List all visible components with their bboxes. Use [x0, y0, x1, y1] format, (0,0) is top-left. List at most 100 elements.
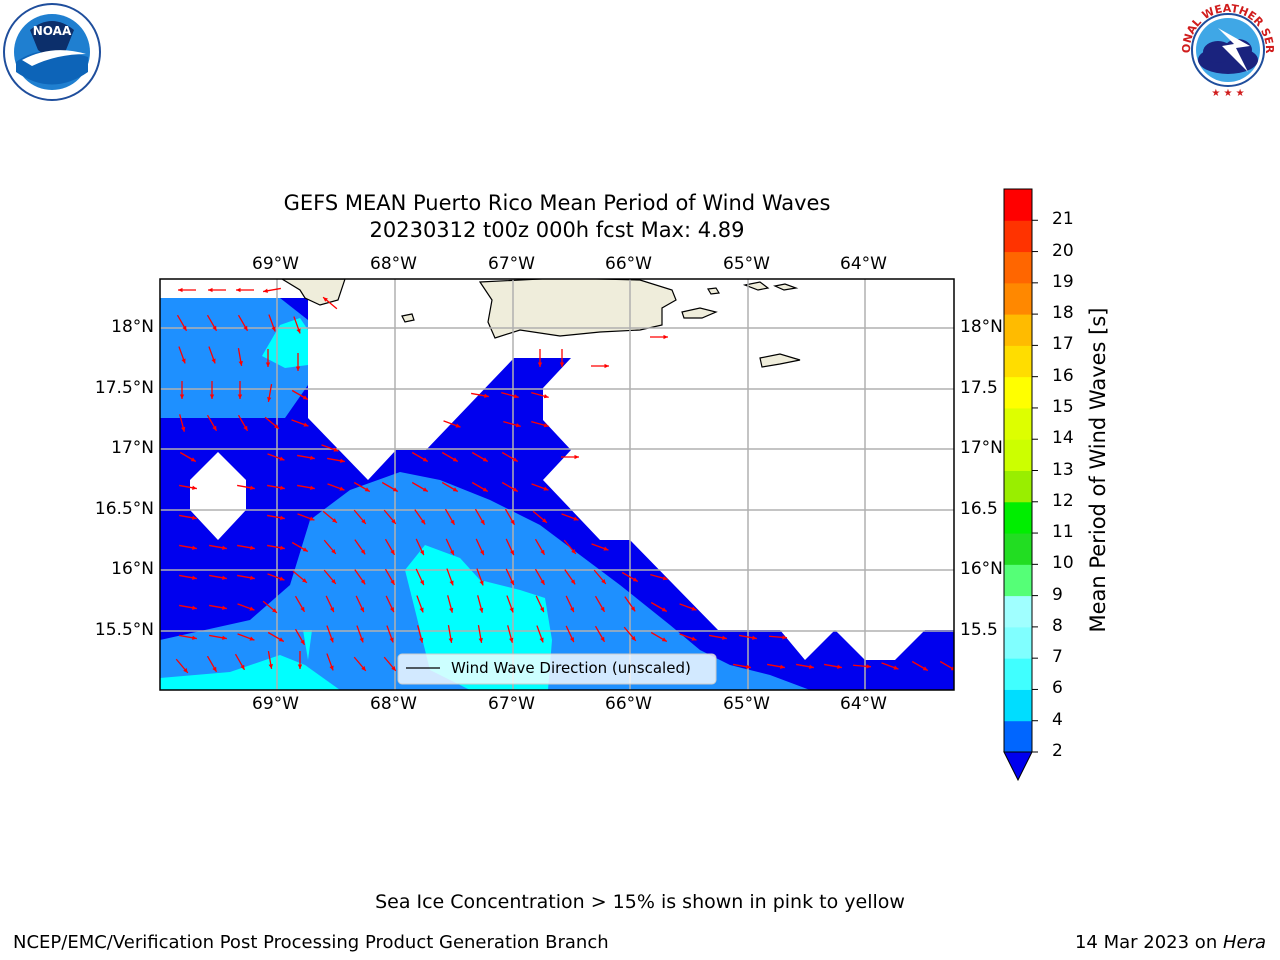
- colorbar-swatch: [1004, 345, 1032, 378]
- wave-direction-arrow: [565, 625, 575, 643]
- wave-direction-arrow: [532, 510, 548, 524]
- colorbar-tick-label: 13: [1052, 459, 1074, 480]
- wave-direction-arrow: [535, 595, 545, 613]
- wave-direction-arrow: [267, 453, 285, 461]
- lat-label-right: 17.5: [960, 378, 998, 398]
- wave-direction-arrow: [650, 334, 668, 340]
- wave-direction-arrow: [237, 633, 255, 641]
- lat-label-right: 16°N: [960, 559, 1002, 579]
- wave-direction-arrow: [294, 628, 306, 646]
- wave-direction-arrow: [503, 421, 521, 428]
- wave-direction-arrow: [411, 481, 429, 493]
- wave-direction-arrow: [326, 653, 334, 671]
- lat-label-left: 15.5°N: [94, 620, 154, 640]
- lon-label-top: 68°W: [370, 254, 417, 274]
- wave-direction-arrow: [209, 604, 227, 610]
- wave-direction-arrow: [206, 655, 218, 673]
- wave-direction-arrow: [564, 569, 576, 585]
- wave-direction-arrow: [443, 420, 461, 428]
- wave-direction-arrow: [446, 568, 454, 586]
- colorbar-swatch: [1004, 564, 1032, 597]
- wave-direction-arrow: [354, 539, 366, 555]
- wave-direction-arrow: [536, 625, 544, 643]
- colorbar-swatch: [1004, 220, 1032, 253]
- wave-direction-arrow: [534, 568, 546, 586]
- wave-direction-arrow: [471, 392, 489, 398]
- wave-direction-arrow: [501, 451, 519, 463]
- wave-direction-arrow: [531, 483, 549, 491]
- lat-label-right: 16.5: [960, 499, 998, 519]
- wave-direction-arrow: [621, 571, 639, 583]
- colorbar-title: Mean Period of Wind Waves [s]: [1086, 307, 1110, 633]
- wave-direction-arrow: [417, 625, 424, 643]
- lon-label-bottom: 66°W: [605, 694, 652, 714]
- wave-direction-arrow: [208, 346, 216, 364]
- wave-direction-arrow: [237, 381, 243, 399]
- wave-direction-arrow: [623, 626, 637, 642]
- wave-direction-arrow: [852, 664, 872, 669]
- wave-direction-arrow: [326, 625, 334, 643]
- wave-direction-arrow: [322, 296, 338, 310]
- wave-direction-arrow: [593, 569, 607, 585]
- wave-direction-arrow: [531, 392, 549, 399]
- wave-direction-arrow: [531, 421, 549, 428]
- wave-direction-arrow: [267, 631, 285, 643]
- wave-direction-arrow: [179, 544, 197, 550]
- lat-label-left: 18°N: [111, 317, 154, 337]
- land-masses: [280, 279, 801, 368]
- lon-label-top: 64°W: [840, 254, 887, 274]
- wave-direction-arrow: [179, 574, 197, 580]
- colorbar-tick-label: 10: [1052, 553, 1074, 574]
- wave-direction-arrow: [384, 568, 396, 586]
- lat-label-right: 17°N: [960, 438, 1002, 458]
- colorbar-under-extension: [1003, 751, 1033, 782]
- wave-direction-arrow: [293, 316, 301, 334]
- wave-direction-arrow: [768, 635, 788, 640]
- wave-direction-arrow: [179, 634, 197, 640]
- lon-label-bottom: 65°W: [723, 694, 770, 714]
- wave-direction-arrow: [291, 419, 309, 427]
- colorbar-swatch: [1004, 626, 1032, 659]
- lon-label-top: 67°W: [488, 254, 535, 274]
- lat-label-right: 15.5: [960, 620, 998, 640]
- wave-direction-arrow: [650, 574, 668, 581]
- wave-direction-arrow: [559, 349, 565, 367]
- lat-label-left: 16°N: [111, 559, 154, 579]
- lat-label-right: 18°N: [960, 317, 1002, 337]
- svg-text:★ ★ ★: ★ ★ ★: [1211, 88, 1244, 99]
- colorbar-tick-label: 4: [1052, 709, 1063, 730]
- wave-direction-arrow: [294, 595, 306, 613]
- wave-direction-arrow: [295, 353, 301, 371]
- colorbar-tick-label: 20: [1052, 240, 1074, 261]
- chart-subtitle: 20230312 t00z 000h fcst Max: 4.89: [369, 218, 745, 242]
- wave-direction-arrow: [383, 656, 397, 672]
- noaa-logo: NOAA: [3, 3, 101, 101]
- wave-direction-arrow: [209, 574, 227, 580]
- wave-direction-arrow: [383, 509, 397, 525]
- wave-direction-arrow: [353, 481, 371, 493]
- credit-date: 14 Mar 2023 on: [1074, 932, 1223, 953]
- colorbar-swatch: [1004, 189, 1032, 221]
- wave-direction-arrow: [911, 660, 929, 672]
- wave-direction-arrow: [179, 451, 197, 463]
- wave-direction-arrow: [262, 600, 278, 614]
- colorbar-tick-label: 7: [1052, 647, 1063, 668]
- wave-direction-arrow: [237, 414, 249, 432]
- colorbar-tick-label: 15: [1052, 396, 1074, 417]
- wave-direction-arrow: [267, 484, 285, 490]
- wave-direction-arrow: [441, 481, 459, 493]
- wave-direction-arrow: [236, 287, 254, 293]
- wave-direction-arrow: [386, 625, 394, 643]
- wave-direction-arrow: [267, 651, 273, 669]
- colorbar-tick-label: 16: [1052, 365, 1074, 386]
- wave-direction-arrow: [411, 451, 429, 463]
- wave-direction-arrow: [594, 625, 606, 643]
- wave-direction-arrow: [327, 483, 345, 491]
- colorbar-tick-label: 11: [1052, 522, 1074, 543]
- wave-direction-arrow: [416, 595, 424, 613]
- colorbar-tick-label: 18: [1052, 303, 1074, 324]
- wave-direction-arrow: [178, 287, 196, 293]
- lat-label-left: 17.5°N: [94, 378, 154, 398]
- colorbar-swatch: [1004, 251, 1032, 284]
- colorbar-swatch: [1004, 689, 1032, 722]
